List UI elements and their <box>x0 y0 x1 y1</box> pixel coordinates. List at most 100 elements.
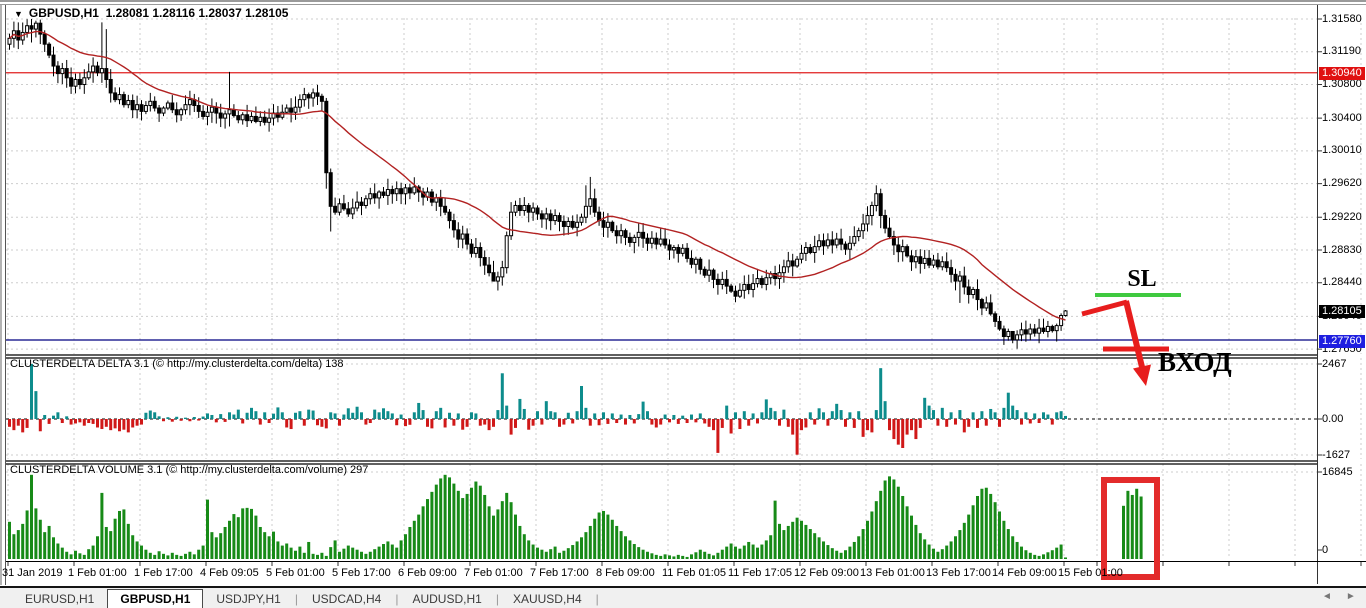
tab-audusd-h1[interactable]: AUDUSD,H1 <box>412 592 482 606</box>
candle-body <box>91 65 96 73</box>
support-price-label: 1.27760 <box>1319 334 1365 348</box>
volume-bar <box>47 525 51 559</box>
delta-bar <box>672 414 676 419</box>
candle-body <box>25 25 30 33</box>
candle-body <box>311 92 316 99</box>
delta-bar <box>954 419 957 425</box>
volume-bar <box>514 514 517 559</box>
candle-body <box>205 111 210 117</box>
delta-bar <box>989 408 993 419</box>
delta-bar <box>16 419 20 426</box>
delta-bar <box>602 412 605 419</box>
delta-bar <box>544 401 548 419</box>
candle-body <box>654 237 659 245</box>
symbol-dropdown-icon[interactable]: ▼ <box>14 9 23 19</box>
delta-bar <box>1011 405 1015 419</box>
delta-bar <box>465 419 469 427</box>
delta-bar <box>694 419 698 423</box>
candle-body <box>218 112 223 119</box>
delta-bar <box>751 413 755 419</box>
volume-highlight-box <box>1101 477 1160 580</box>
delta-bar <box>540 419 544 425</box>
volume-bar <box>690 554 693 559</box>
delta-bar <box>188 419 192 422</box>
delta-bar <box>619 414 623 419</box>
candle-body <box>139 104 144 112</box>
delta-bar <box>1046 414 1050 419</box>
volume-bar <box>852 541 856 559</box>
candle-body <box>130 99 135 111</box>
candle-body <box>949 267 954 275</box>
delta-bar <box>998 419 1001 427</box>
delta-bar <box>87 419 91 424</box>
delta-bar <box>487 419 491 431</box>
chart-symbol: GBPUSD,H1 <box>28 6 99 20</box>
delta-bar <box>826 419 830 426</box>
delta-bar <box>395 419 399 426</box>
delta-bar <box>848 412 852 419</box>
delta-bar <box>408 419 412 425</box>
candle-body <box>1001 328 1006 338</box>
candle-body <box>632 236 637 243</box>
delta-bar <box>800 419 803 431</box>
highlighted-volume-bar <box>1126 490 1130 559</box>
price-axis-label: 1.30010 <box>1322 144 1362 157</box>
chart-ohlc: 1.28081 1.28116 1.28037 1.28105 <box>105 6 289 20</box>
delta-bar <box>628 414 632 419</box>
volume-bar <box>478 485 482 559</box>
volume-bar <box>430 491 434 559</box>
candle-body <box>337 203 342 213</box>
volume-bar <box>1033 554 1037 559</box>
delta-bar <box>769 407 773 419</box>
candle-body <box>548 213 553 222</box>
price-axis-label: 1.31190 <box>1322 45 1361 58</box>
volume-bar <box>52 537 55 559</box>
tab-usdcad-h4[interactable]: USDCAD,H4 <box>311 592 382 606</box>
tab-scroll-left-icon[interactable]: ◄ <box>1322 591 1346 602</box>
delta-bar <box>302 419 306 426</box>
candle-body <box>1032 328 1037 334</box>
delta-bar <box>131 419 135 428</box>
volume-bar <box>78 553 82 559</box>
candle-body <box>447 211 452 222</box>
volume-bar <box>382 544 385 559</box>
resistance-price-label: 1.30940 <box>1319 67 1365 81</box>
volume-bar <box>38 519 42 559</box>
volume-bar <box>984 487 988 559</box>
volume-bar <box>320 552 324 559</box>
candle-body <box>456 229 461 240</box>
candle-body <box>623 230 628 238</box>
volume-bar <box>56 543 60 559</box>
volume-bar <box>219 533 223 559</box>
tab-eurusd-h1[interactable]: EURUSD,H1 <box>25 592 95 606</box>
volume-bar <box>892 479 896 559</box>
tab-separator: | <box>495 592 499 606</box>
tab-gbpusd-h1[interactable]: GBPUSD,H1 <box>107 589 204 608</box>
volume-bar <box>839 552 843 559</box>
delta-bar <box>804 419 808 428</box>
volume-bar <box>12 534 16 559</box>
candle-body <box>359 201 364 206</box>
volume-bar <box>738 548 742 559</box>
candle-body <box>385 189 390 196</box>
candle-body <box>702 268 707 276</box>
candle-body <box>183 104 188 111</box>
volume-bar <box>1006 529 1010 559</box>
tab-scroll-right-icon[interactable]: ► <box>1346 591 1366 602</box>
delta-bar <box>509 419 513 435</box>
delta-bar <box>562 419 566 425</box>
delta-bar <box>461 419 465 430</box>
volume-bar <box>676 554 680 559</box>
delta-bar <box>21 419 25 433</box>
delta-bar <box>822 412 825 419</box>
volume-bar <box>364 553 368 559</box>
delta-bar <box>835 403 839 419</box>
date-label: 15 Feb 01:00 <box>1058 567 1123 579</box>
delta-bar <box>940 407 944 419</box>
volume-bar <box>285 543 289 559</box>
candle-body <box>1037 327 1042 334</box>
tab-usdjpy-h1[interactable]: USDJPY,H1 <box>216 592 281 606</box>
tab-xauusd-h4[interactable]: XAUUSD,H4 <box>512 592 582 606</box>
candle-body <box>843 243 848 250</box>
